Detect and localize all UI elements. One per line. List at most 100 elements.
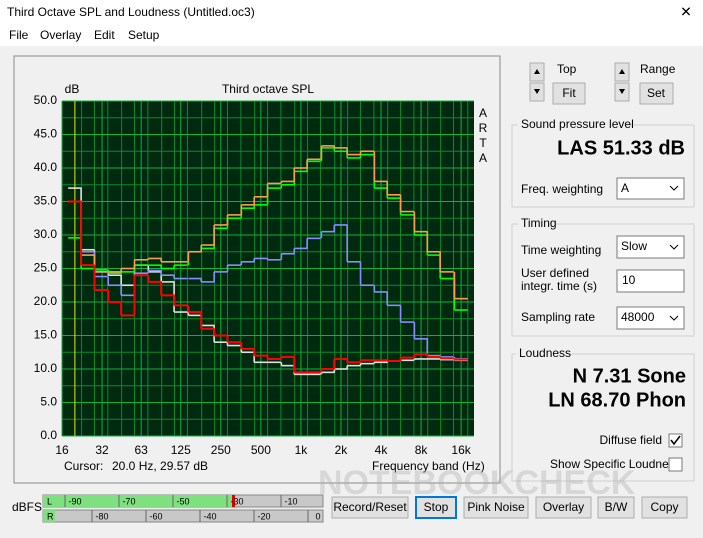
y-tick-label: 30.0 — [34, 227, 58, 241]
group-box — [511, 223, 695, 337]
field-label: Time weighting — [521, 243, 601, 257]
button-label: Copy — [650, 500, 678, 514]
meter-label: dBFS — [12, 500, 42, 514]
button-face — [415, 496, 457, 519]
group-title-bg — [518, 118, 626, 132]
meter-tick-label: -80 — [95, 511, 108, 521]
cursor-label: Cursor: — [64, 459, 103, 473]
field-label: User defined — [521, 266, 589, 280]
group-title: Timing — [521, 216, 557, 230]
window-title: Third Octave SPL and Loudness (Untitled.… — [7, 5, 255, 19]
button-face — [331, 496, 409, 519]
meter-tick-label: -50 — [176, 496, 189, 506]
x-tick-label: 63 — [135, 443, 149, 457]
group-title-bg — [516, 347, 568, 361]
button-face — [597, 496, 635, 519]
button-label: Record/Reset — [333, 500, 407, 514]
integr-time-input[interactable]: 10 — [616, 269, 685, 293]
cursor-value: 20.0 Hz, 29.57 dB — [112, 459, 208, 473]
fit-button[interactable]: Fit — [552, 82, 586, 105]
meter-tick-label: 0 — [315, 511, 320, 521]
checkbox-label: Diffuse field — [600, 433, 662, 447]
x-tick-label: 16 — [55, 443, 69, 457]
button-label: Stop — [424, 500, 449, 514]
meter-l-level — [43, 495, 232, 507]
button[interactable]: Record/Reset — [331, 496, 409, 519]
specific-loudness-checkbox[interactable] — [668, 457, 683, 472]
plot — [61, 100, 474, 437]
select-value: 48000 — [621, 310, 655, 324]
input-value: 10 — [622, 273, 636, 287]
meter-r-bg — [42, 509, 324, 523]
y-tick-label: 0.0 — [40, 428, 57, 442]
meter-tick-label: -70 — [122, 496, 135, 506]
button[interactable]: Stop — [415, 496, 457, 519]
side-label: ARTA — [476, 106, 490, 166]
diffuse-field-checkbox[interactable] — [668, 433, 683, 448]
y-tick-label: 10.0 — [34, 361, 58, 375]
button-label: B/W — [605, 500, 628, 514]
button[interactable]: Pink Noise — [463, 496, 529, 519]
loudness-n: N 7.31 Sone — [573, 365, 686, 387]
y-tick-label: 35.0 — [34, 194, 58, 208]
meter-tick-label: -20 — [257, 511, 270, 521]
menu-bar — [0, 25, 703, 46]
meter-tick-label: -90 — [68, 496, 81, 506]
spl-reading: LAS 51.33 dB — [557, 137, 685, 159]
freq-weighting-select[interactable]: A — [616, 177, 685, 200]
set-button[interactable]: Set — [639, 82, 674, 105]
meter-l-peak — [232, 495, 235, 507]
button[interactable]: B/W — [597, 496, 635, 519]
group-title: Sound pressure level — [521, 117, 634, 131]
x-tick-label: 500 — [251, 443, 271, 457]
x-tick-label: 2k — [335, 443, 349, 457]
button-label: Fit — [562, 86, 576, 100]
meter-tick-label: -40 — [203, 511, 216, 521]
meter-tick-label: -10 — [284, 496, 297, 506]
select-value: A — [621, 181, 629, 195]
select-value: Slow — [621, 239, 647, 253]
meter-tick-label: -60 — [149, 511, 162, 521]
x-tick-label: 250 — [211, 443, 231, 457]
y-tick-label: 40.0 — [34, 160, 58, 174]
menu-item[interactable]: File — [9, 28, 29, 42]
y-tick-label: 15.0 — [34, 328, 58, 342]
x-tick-label: 4k — [375, 443, 389, 457]
sampling-rate-select[interactable]: 48000 — [616, 306, 685, 330]
group-title: Loudness — [519, 346, 571, 360]
group-box — [511, 353, 695, 482]
button-label: Overlay — [543, 500, 584, 514]
x-tick-label: 8k — [415, 443, 429, 457]
button[interactable]: Copy — [641, 496, 688, 519]
y-tick-label: 25.0 — [34, 261, 58, 275]
top-spinner[interactable] — [529, 62, 545, 102]
field-label: integr. time (s) — [521, 279, 597, 293]
checkbox-label: Show Specific Loudness — [550, 457, 681, 471]
button[interactable]: Overlay — [535, 496, 592, 519]
button-face — [535, 496, 592, 519]
meter-ticks: -90 -70 -50 -30 -10 -80 -60 -40 -20 0 — [64, 495, 321, 522]
range-label: Range — [640, 62, 676, 76]
button-face — [463, 496, 529, 519]
series — [68, 200, 468, 374]
close-button[interactable]: ✕ — [680, 4, 692, 20]
x-axis-label: Frequency band (Hz) — [372, 459, 485, 473]
x-tick-label: 16k — [451, 443, 471, 457]
meter-channel: L — [47, 496, 52, 506]
x-tick-label: 32 — [95, 443, 109, 457]
field-label: Sampling rate — [521, 310, 595, 324]
range-spinner[interactable] — [614, 62, 630, 102]
menu-item[interactable]: Edit — [94, 28, 115, 42]
x-tick-label: 1k — [295, 443, 309, 457]
group-title-bg — [518, 217, 556, 231]
meter-r-level — [43, 510, 55, 522]
menu-item[interactable]: Overlay — [40, 28, 81, 42]
time-weighting-select[interactable]: Slow — [616, 235, 685, 259]
menu-item[interactable]: Setup — [128, 28, 160, 42]
button-label: Set — [647, 86, 666, 100]
y-tick-label: 20.0 — [34, 294, 58, 308]
y-axis-label: dB — [65, 82, 80, 96]
x-tick-label: 125 — [171, 443, 191, 457]
